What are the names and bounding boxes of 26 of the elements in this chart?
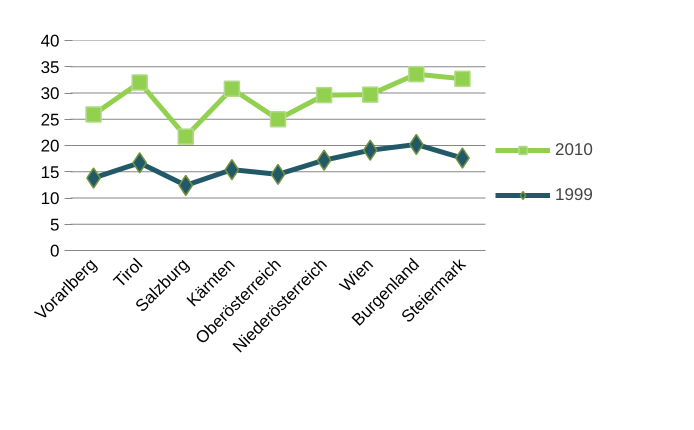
point	[270, 111, 286, 128]
y-tick-label: 20	[40, 136, 60, 156]
y-tick-label: 30	[40, 84, 60, 103]
point	[178, 174, 194, 196]
point	[408, 134, 424, 156]
y-tick-label: 15	[40, 162, 60, 182]
legend-label: 2010	[555, 140, 593, 160]
y-tick-label: 10	[40, 189, 60, 208]
point	[362, 139, 378, 161]
point	[224, 80, 240, 98]
point	[454, 70, 471, 88]
point	[362, 86, 378, 103]
point	[178, 128, 194, 145]
y-tick-label: 35	[40, 58, 60, 77]
y-tick-label: 25	[40, 110, 60, 130]
point	[132, 152, 148, 174]
y-tick-label: 5	[50, 215, 60, 234]
point	[85, 106, 102, 123]
legend-label: 1999	[555, 185, 593, 205]
point	[131, 74, 148, 91]
y-tick-label: 0	[50, 242, 60, 260]
y-tick-label: 40	[40, 32, 60, 50]
point	[224, 158, 240, 180]
point	[408, 66, 425, 82]
point	[316, 86, 332, 104]
point	[316, 149, 332, 171]
